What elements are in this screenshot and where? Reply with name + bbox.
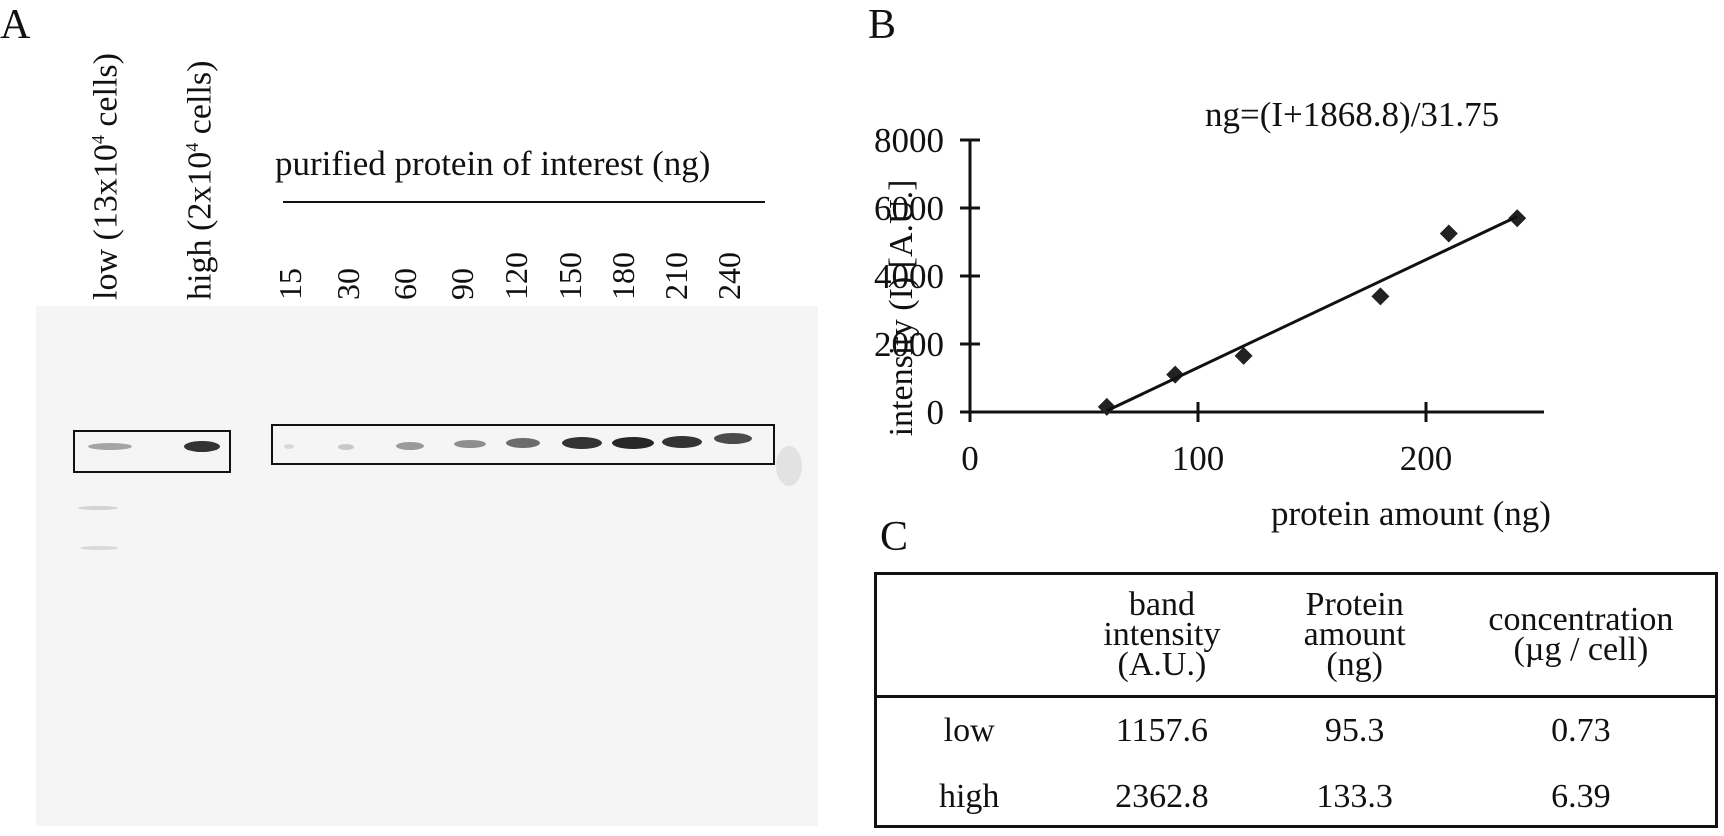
data-point-180	[1371, 287, 1390, 306]
lane-label-90: 90	[444, 268, 480, 300]
table-cell: 1157.6	[1115, 712, 1209, 749]
table-header-line: intensity	[1103, 616, 1221, 653]
y-tick-label-0: 0	[927, 393, 945, 432]
lane-label-240: 240	[711, 252, 747, 300]
table-header-line: (ng)	[1326, 646, 1383, 683]
x-tick-label-200: 200	[1400, 439, 1453, 478]
table-cell: 133.3	[1316, 778, 1393, 815]
table-header-3: concentration (µg / cell)	[1446, 575, 1715, 698]
band-120ng	[506, 438, 540, 448]
table-header-line: (µg / cell)	[1513, 631, 1649, 668]
standard-bands-box	[271, 424, 775, 465]
band-low-lower-1	[78, 506, 118, 510]
band-15ng	[284, 444, 294, 449]
trendline	[1106, 215, 1518, 413]
table-header-line: (A.U.)	[1117, 646, 1207, 683]
lane-label-15: 15	[272, 268, 308, 300]
x-tick-label-100: 100	[1172, 439, 1225, 478]
band-180ng	[612, 437, 654, 449]
panel-b-letter: B	[868, 2, 897, 48]
table-header-row: band intensity (A.U.) Protein amount (ng) conc…	[877, 575, 1715, 698]
table-cell: high	[938, 778, 1000, 815]
table-cell: low	[943, 712, 995, 749]
band-30ng	[338, 444, 354, 450]
purified-protein-label: purified protein of interest (ng)	[275, 144, 711, 183]
table-header-line: band	[1128, 586, 1195, 623]
lane-label-60: 60	[387, 268, 423, 300]
band-low-lower-2	[80, 546, 118, 550]
lane-label-30: 30	[330, 268, 366, 300]
table-header-1: band intensity (A.U.)	[1061, 575, 1263, 698]
y-tick-label-2000: 2000	[874, 325, 944, 364]
y-tick-label-8000: 8000	[874, 121, 944, 160]
data-point-210	[1439, 224, 1458, 243]
band-high	[184, 441, 220, 452]
panel-c-letter: C	[880, 514, 909, 560]
band-60ng	[396, 442, 424, 450]
x-axis-label: protein amount (ng)	[1271, 494, 1551, 533]
equation-label: ng=(I+1868.8)/31.75	[1205, 95, 1499, 134]
lane-label-120: 120	[498, 252, 534, 300]
table-header-line: Protein	[1305, 586, 1404, 623]
sample-label-high: high (2x104 cells)	[181, 60, 219, 300]
y-tick-label-6000: 6000	[874, 189, 944, 228]
band-240ng	[714, 433, 752, 444]
data-point-90	[1166, 365, 1185, 384]
table-row: low 1157.6 95.3 0.73	[877, 697, 1715, 765]
table-header-2: Protein amount (ng)	[1262, 575, 1447, 698]
panel-a-letter: A	[0, 2, 31, 48]
band-90ng	[454, 440, 486, 448]
table-cell: 2362.8	[1115, 778, 1209, 815]
purified-bracket-line	[283, 201, 765, 203]
concentration-table: band intensity (A.U.) Protein amount (ng) conc…	[874, 572, 1718, 828]
lane-label-210: 210	[658, 252, 694, 300]
table-cell: 95.3	[1324, 712, 1385, 749]
lane-label-180: 180	[605, 252, 641, 300]
table-row: high 2362.8 133.3 6.39	[877, 764, 1715, 830]
western-blot-gel	[36, 306, 818, 826]
ladder-smear	[776, 446, 802, 486]
y-tick-label-4000: 4000	[874, 257, 944, 296]
calibration-chart: 0 2000 4000 6000 8000 0 100 200 ng=(I+1868.8)/3…	[874, 95, 1551, 533]
y-axis-label: intensity (I) [A.U.]	[883, 180, 920, 437]
lane-label-150: 150	[552, 252, 588, 300]
sample-label-low: low (13x104 cells)	[87, 53, 125, 300]
table-header-0	[877, 575, 1062, 698]
band-low	[88, 443, 132, 450]
table-cell: 0.73	[1551, 712, 1611, 749]
data-point-120	[1234, 346, 1253, 365]
sample-bands-box	[73, 430, 231, 473]
table-cell: 6.39	[1551, 778, 1611, 815]
data-point-60	[1097, 397, 1116, 416]
band-150ng	[562, 437, 602, 449]
table-header-line: amount	[1303, 616, 1406, 653]
x-tick-label-0: 0	[961, 439, 979, 478]
data-point-240	[1508, 209, 1527, 228]
table-header-line: concentration	[1488, 601, 1674, 638]
band-210ng	[662, 436, 702, 448]
